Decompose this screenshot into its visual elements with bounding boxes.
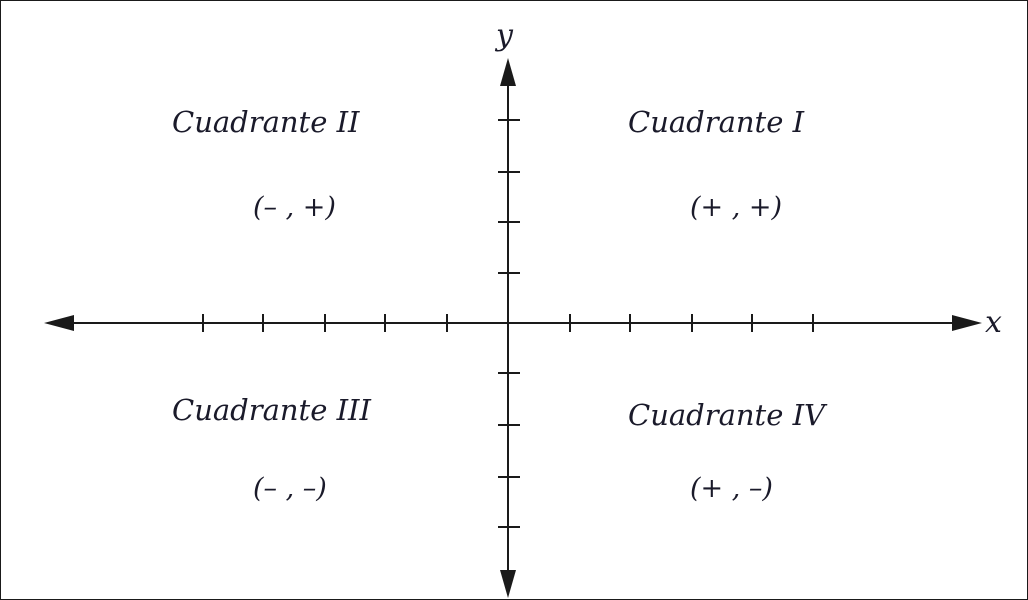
- x-axis-left-arrow: [44, 315, 74, 331]
- quadrant-iii-signs: (– , –): [253, 473, 327, 504]
- quadrant-iv-signs: (+ , –): [690, 473, 773, 504]
- y-axis-label: y: [494, 18, 514, 53]
- quadrant-ii-signs: (– , +): [253, 192, 336, 223]
- y-axis-up-arrow: [500, 58, 516, 86]
- quadrant-ii-name: Cuadrante II: [172, 105, 360, 139]
- y-axis-down-arrow: [500, 570, 516, 598]
- x-axis-right-arrow: [952, 315, 982, 331]
- y-axis-ticks: [498, 119, 520, 528]
- quadrant-i-name: Cuadrante I: [628, 105, 805, 139]
- x-axis: [44, 314, 982, 332]
- x-axis-label: x: [985, 305, 1002, 340]
- quadrant-ii: Cuadrante II (– , +): [172, 105, 360, 223]
- quadrant-i: Cuadrante I (+ , +): [628, 105, 805, 223]
- quadrant-iii: Cuadrante III (– , –): [172, 393, 371, 504]
- quadrant-iii-name: Cuadrante III: [172, 393, 371, 427]
- quadrant-iv: Cuadrante IV (+ , –): [628, 398, 828, 504]
- y-axis: [498, 58, 520, 598]
- x-axis-ticks: [202, 314, 814, 332]
- quadrant-i-signs: (+ , +): [690, 192, 782, 223]
- quadrant-iv-name: Cuadrante IV: [628, 398, 828, 432]
